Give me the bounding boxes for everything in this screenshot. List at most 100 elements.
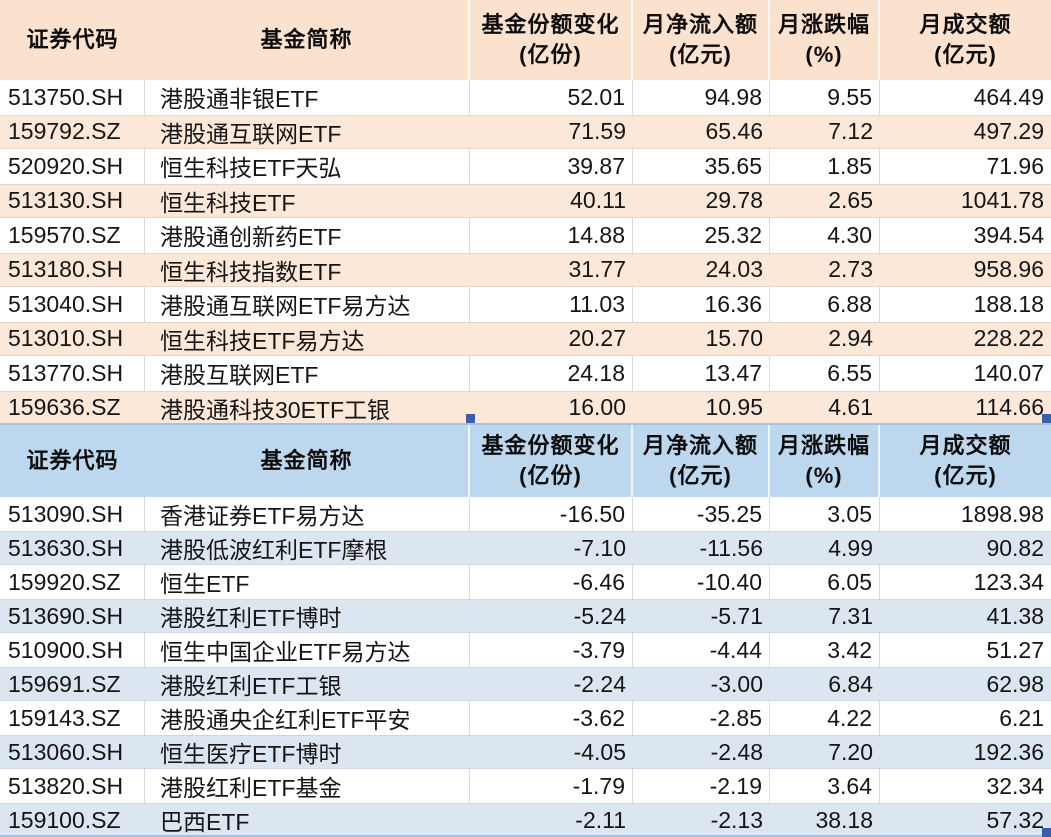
cell-net-inflow[interactable]: -4.44 xyxy=(633,633,770,667)
cell-turnover[interactable]: 497.29 xyxy=(973,118,1044,145)
cell-name[interactable]: 恒生ETF xyxy=(145,565,470,599)
cell-net-inflow[interactable]: 94.98 xyxy=(633,80,770,115)
cell-net-inflow[interactable]: 16.36 xyxy=(633,287,770,322)
cell-name[interactable]: 恒生医疗ETF博时 xyxy=(160,741,342,767)
cell-pct-change[interactable]: 7.20 xyxy=(828,738,873,765)
cell-share-change[interactable]: -3.79 xyxy=(470,633,633,667)
cell-share-change[interactable]: -6.46 xyxy=(470,565,633,599)
cell-name[interactable]: 港股通互联网ETF xyxy=(160,120,342,147)
cell-net-inflow[interactable]: 29.78 xyxy=(705,187,763,214)
fill-handle-icon[interactable] xyxy=(1042,414,1051,423)
cell-net-inflow[interactable]: -2.19 xyxy=(633,769,770,803)
cell-share-change[interactable]: -1.79 xyxy=(470,769,633,803)
cell-code[interactable]: 513690.SH xyxy=(8,602,124,629)
cell-name[interactable]: 巴西ETF xyxy=(160,809,250,835)
cell-name[interactable]: 恒生科技ETF天弘 xyxy=(145,149,470,184)
cell-share-change[interactable]: -16.50 xyxy=(470,497,633,531)
cell-net-inflow[interactable]: -11.56 xyxy=(699,534,763,561)
cell-name[interactable]: 香港证券ETF易方达 xyxy=(145,497,470,531)
header-cell-pct-change[interactable]: 月涨跌幅 (%) xyxy=(770,425,880,497)
cell-share-change[interactable]: 11.03 xyxy=(470,287,633,322)
cell-pct-change[interactable]: 3.64 xyxy=(770,769,880,803)
cell-code[interactable]: 159792.SZ xyxy=(8,118,121,145)
cell-name[interactable]: 港股通创新药ETF xyxy=(145,218,470,253)
cell-share-change[interactable]: 39.87 xyxy=(470,149,633,184)
cell-name[interactable]: 恒生中国企业ETF易方达 xyxy=(145,633,470,667)
cell-code[interactable]: 159636.SZ xyxy=(8,394,121,421)
fill-handle-icon[interactable] xyxy=(466,414,475,423)
cell-name[interactable]: 恒生科技ETF xyxy=(160,189,296,216)
cell-code[interactable]: 510900.SH xyxy=(0,633,145,667)
cell-net-inflow[interactable]: 15.70 xyxy=(705,325,763,352)
cell-turnover[interactable]: 41.38 xyxy=(986,602,1044,629)
cell-name[interactable]: 恒生科技指数ETF xyxy=(160,258,342,285)
header-cell-code[interactable]: 证券代码 xyxy=(0,425,145,497)
cell-pct-change[interactable]: 2.73 xyxy=(828,256,873,283)
cell-turnover[interactable]: 192.36 xyxy=(973,738,1044,765)
cell-share-change[interactable]: -2.24 xyxy=(573,670,626,697)
cell-code[interactable]: 159691.SZ xyxy=(8,670,121,697)
cell-code[interactable]: 513090.SH xyxy=(0,497,145,531)
cell-share-change[interactable]: -7.10 xyxy=(573,534,626,561)
cell-turnover[interactable]: 188.18 xyxy=(973,290,1044,317)
cell-code[interactable]: 159920.SZ xyxy=(0,565,145,599)
cell-share-change[interactable]: 24.18 xyxy=(470,356,633,391)
cell-code[interactable]: 159100.SZ xyxy=(8,806,121,833)
cell-turnover[interactable]: 57.32 xyxy=(986,806,1044,833)
cell-code[interactable]: 513630.SH xyxy=(8,534,124,561)
cell-code[interactable]: 513820.SH xyxy=(0,769,145,803)
cell-pct-change[interactable]: 3.42 xyxy=(770,633,880,667)
cell-net-inflow[interactable]: 35.65 xyxy=(633,149,770,184)
header-cell-net-inflow[interactable]: 月净流入额 (亿元) xyxy=(633,0,770,80)
cell-turnover[interactable]: 228.22 xyxy=(973,325,1044,352)
cell-code[interactable]: 513040.SH xyxy=(0,287,145,322)
header-cell-share-change[interactable]: 基金份额变化 (亿份) xyxy=(470,0,633,80)
cell-name[interactable]: 港股互联网ETF xyxy=(145,356,470,391)
header-cell-code[interactable]: 证券代码 xyxy=(0,0,145,80)
cell-name[interactable]: 港股红利ETF博时 xyxy=(160,605,342,631)
header-cell-name[interactable]: 基金简称 xyxy=(145,425,470,497)
cell-code[interactable]: 513770.SH xyxy=(0,356,145,391)
cell-turnover[interactable]: 51.27 xyxy=(986,636,1044,663)
cell-pct-change[interactable]: 4.99 xyxy=(828,534,873,561)
cell-name[interactable]: 港股通非银ETF xyxy=(145,80,470,115)
cell-pct-change[interactable]: 3.05 xyxy=(770,497,880,531)
cell-share-change[interactable]: 31.77 xyxy=(568,256,626,283)
header-cell-turnover[interactable]: 月成交额 (亿元) xyxy=(880,425,1051,497)
cell-pct-change[interactable]: 6.55 xyxy=(770,356,880,391)
cell-share-change[interactable]: -5.24 xyxy=(573,602,626,629)
cell-turnover[interactable]: 1041.78 xyxy=(960,187,1044,214)
cell-name[interactable]: 港股红利ETF工银 xyxy=(160,673,342,699)
cell-net-inflow[interactable]: 10.95 xyxy=(705,394,763,421)
cell-share-change[interactable]: 16.00 xyxy=(568,394,626,421)
cell-turnover[interactable]: 464.49 xyxy=(973,83,1044,110)
cell-pct-change[interactable]: 1.85 xyxy=(770,149,880,184)
cell-pct-change[interactable]: 7.12 xyxy=(828,118,873,145)
cell-net-inflow[interactable]: -2.48 xyxy=(710,738,763,765)
cell-turnover[interactable]: 114.66 xyxy=(975,394,1044,421)
cell-code[interactable]: 513750.SH xyxy=(0,80,145,115)
cell-net-inflow[interactable]: 24.03 xyxy=(705,256,763,283)
cell-share-change[interactable]: 14.88 xyxy=(470,218,633,253)
cell-turnover[interactable]: 62.98 xyxy=(986,670,1044,697)
cell-turnover[interactable]: 71.96 xyxy=(986,152,1044,179)
cell-code[interactable]: 513180.SH xyxy=(8,256,124,283)
fill-handle-icon[interactable] xyxy=(1042,828,1051,837)
cell-net-inflow[interactable]: -2.13 xyxy=(710,806,763,833)
cell-net-inflow[interactable]: -3.00 xyxy=(710,670,763,697)
cell-pct-change[interactable]: 4.30 xyxy=(770,218,880,253)
cell-turnover[interactable]: 394.54 xyxy=(973,221,1044,248)
cell-share-change[interactable]: 71.59 xyxy=(568,118,626,145)
cell-code[interactable]: 520920.SH xyxy=(0,149,145,184)
cell-pct-change[interactable]: 4.22 xyxy=(770,701,880,735)
cell-net-inflow[interactable]: -10.40 xyxy=(633,565,770,599)
cell-pct-change[interactable]: 38.18 xyxy=(815,806,873,833)
cell-pct-change[interactable]: 9.55 xyxy=(770,80,880,115)
header-cell-name[interactable]: 基金简称 xyxy=(145,0,470,80)
cell-turnover[interactable]: 90.82 xyxy=(986,534,1044,561)
cell-name[interactable]: 港股通央企红利ETF平安 xyxy=(145,701,470,735)
header-cell-share-change[interactable]: 基金份额变化 (亿份) xyxy=(470,425,633,497)
cell-pct-change[interactable]: 6.05 xyxy=(770,565,880,599)
cell-turnover[interactable]: 140.07 xyxy=(973,359,1044,386)
cell-share-change[interactable]: -4.05 xyxy=(573,738,626,765)
